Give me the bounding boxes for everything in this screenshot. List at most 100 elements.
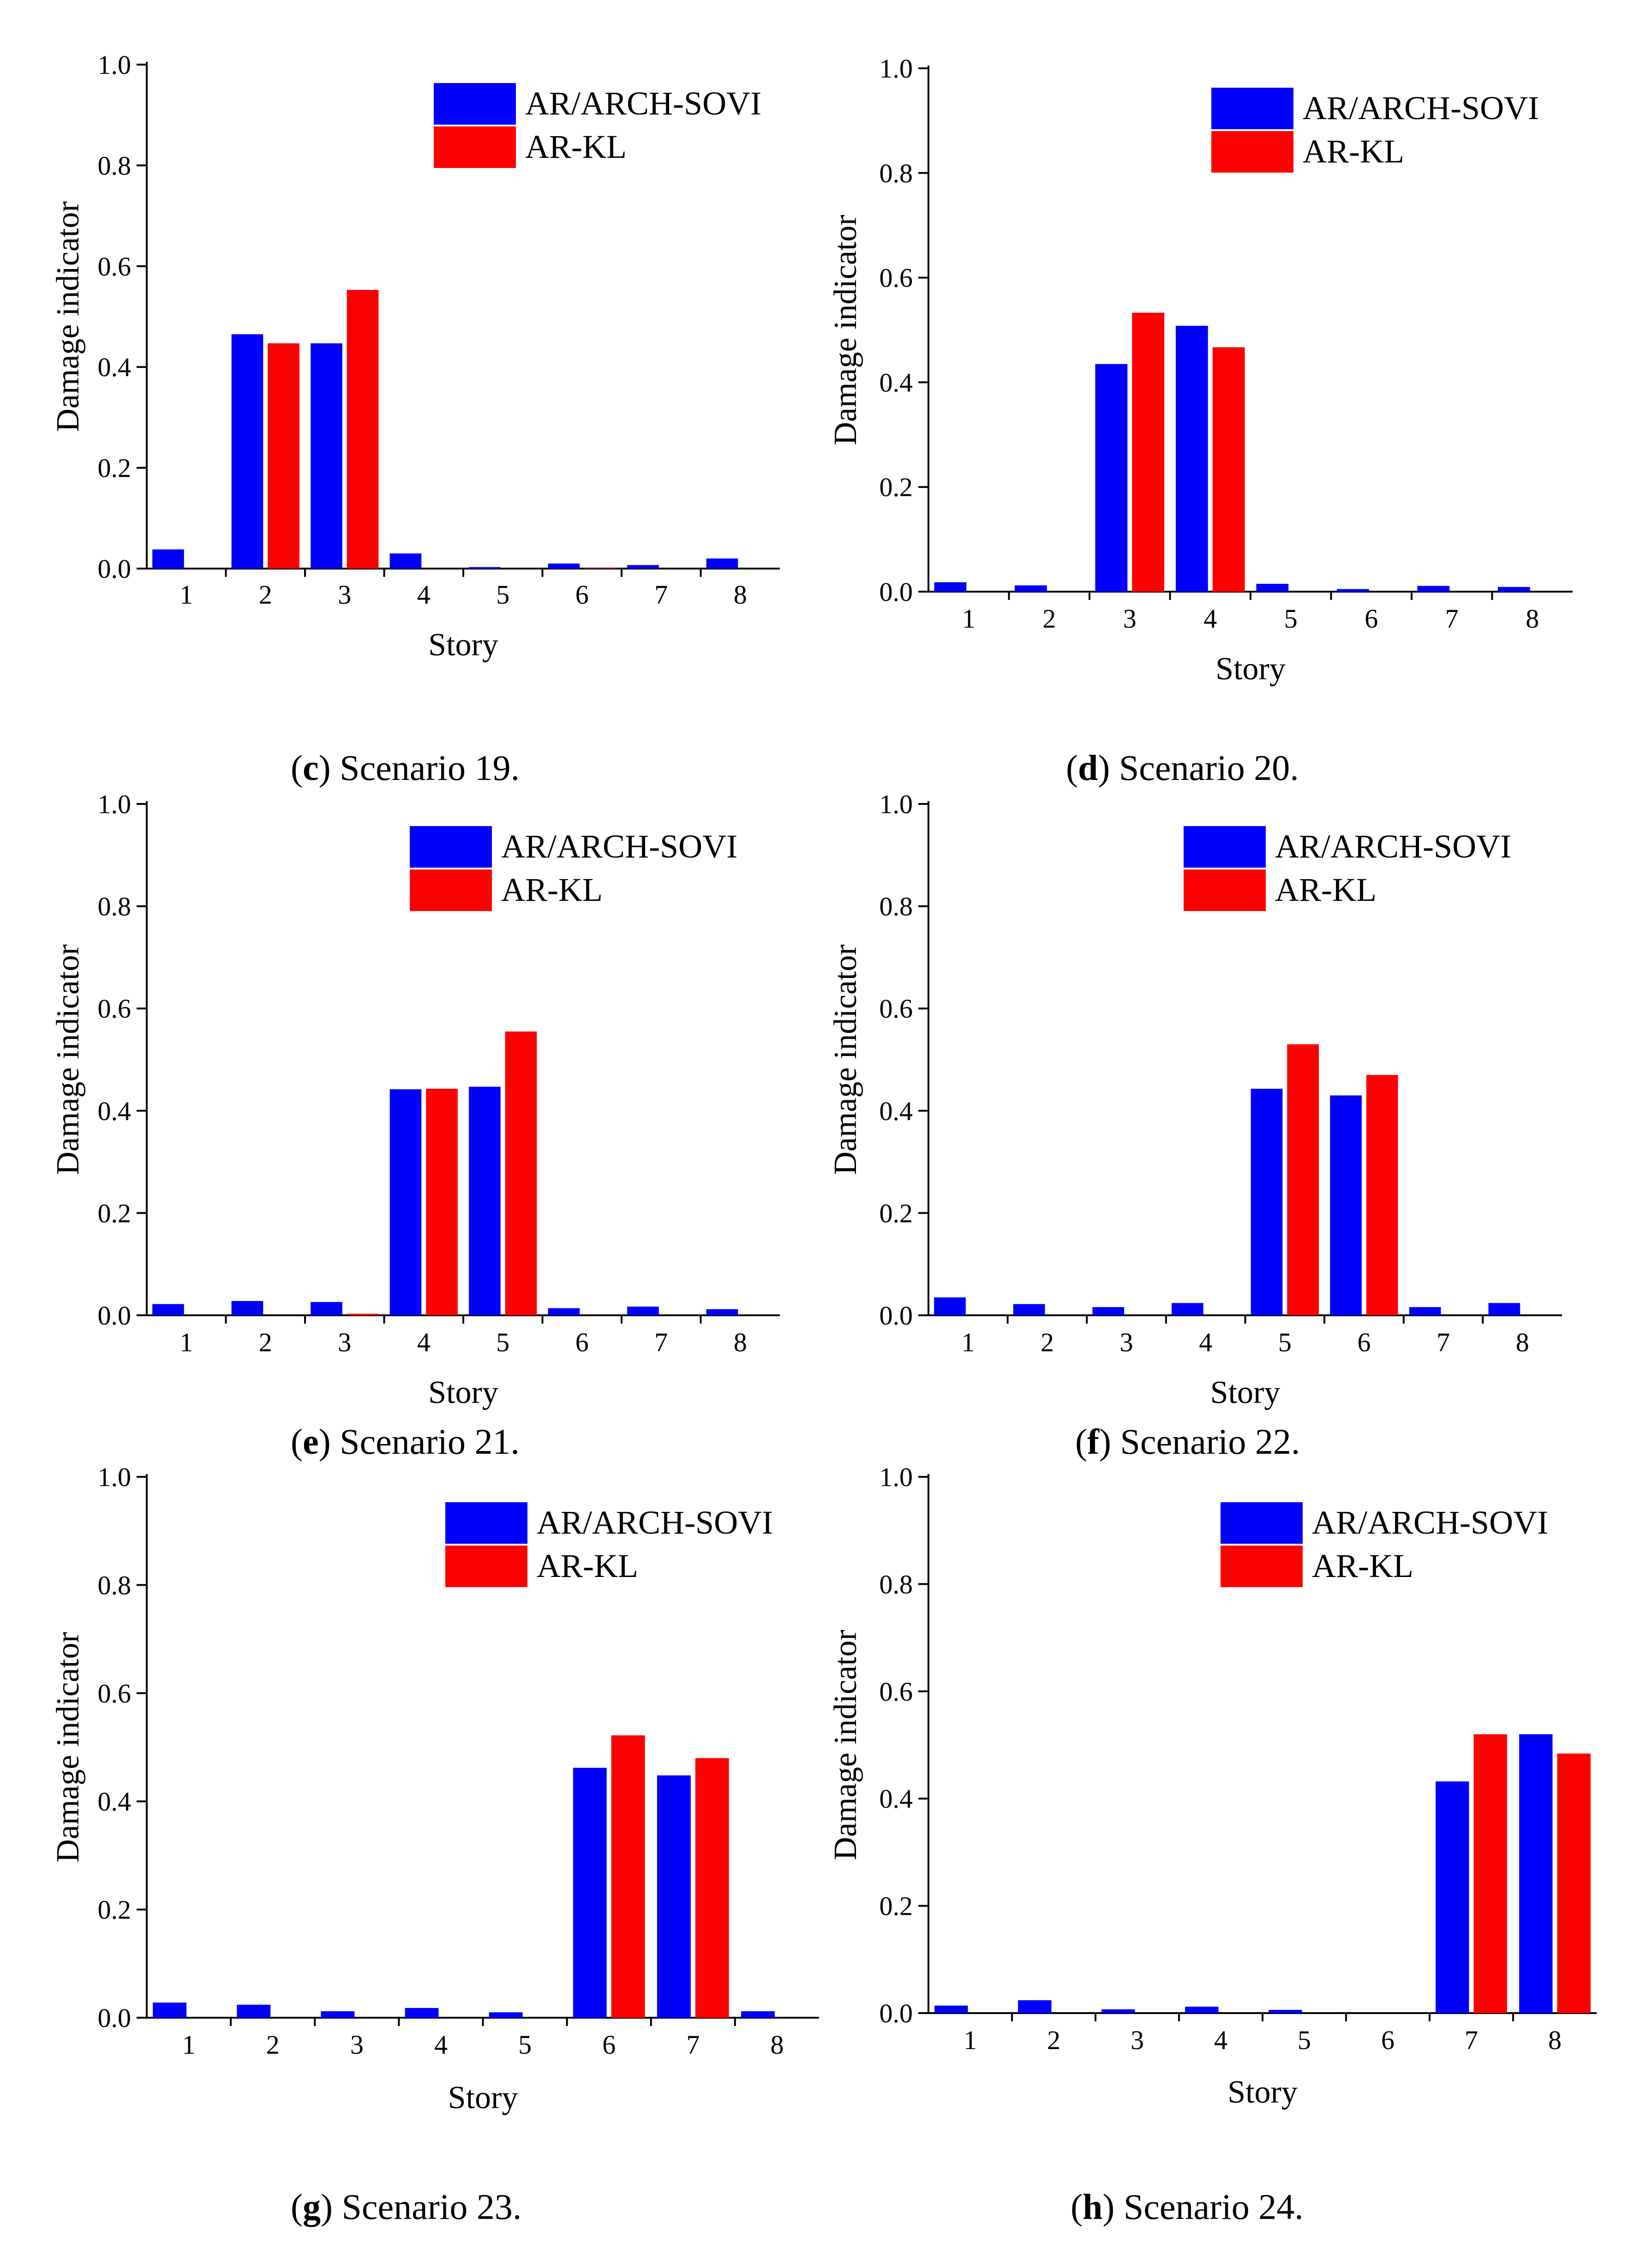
legend-swatch-ar-kl — [1184, 869, 1266, 911]
x-tick-label: 8 — [1548, 2025, 1562, 2055]
x-tick-label: 6 — [1365, 604, 1378, 634]
x-tick-label: 3 — [1120, 1327, 1133, 1357]
y-tick-label: 0.0 — [880, 1998, 913, 2028]
x-axis-title: Story — [1215, 651, 1286, 687]
bar-ar-arch-sovi-story-7 — [657, 1775, 691, 2018]
y-tick-label: 0.8 — [98, 892, 132, 922]
x-tick-label: 2 — [259, 580, 272, 610]
x-tick-label: 5 — [496, 580, 509, 610]
x-tick-label: 2 — [266, 2030, 280, 2060]
y-tick-label: 0.8 — [880, 158, 913, 188]
y-tick-label: 0.0 — [98, 1301, 132, 1331]
x-tick-label: 7 — [1445, 604, 1459, 634]
bar-ar-kl-story-6 — [584, 568, 616, 569]
bar-ar-arch-sovi-story-2 — [237, 2004, 271, 2018]
x-tick-label: 5 — [1298, 2025, 1311, 2055]
y-tick-label: 0.4 — [98, 352, 132, 382]
x-tick-label: 3 — [338, 1327, 351, 1357]
legend-label: AR/ARCH-SOVI — [1312, 1504, 1548, 1541]
bar-ar-arch-sovi-story-4 — [1185, 2007, 1219, 2013]
y-tick-label: 0.8 — [98, 150, 132, 180]
caption-letter: f — [1087, 1421, 1100, 1462]
y-tick-label: 0.8 — [880, 1569, 913, 1599]
y-tick-label: 0.0 — [880, 1301, 913, 1331]
legend-swatch-ar-kl — [1221, 1546, 1303, 1587]
bar-ar-kl-story-5 — [505, 1031, 537, 1315]
legend-label: AR/ARCH-SOVI — [1303, 90, 1539, 126]
caption-letter: g — [303, 2187, 321, 2227]
bar-ar-arch-sovi-story-3 — [321, 2011, 355, 2018]
bar-ar-kl-story-8 — [1557, 1753, 1591, 2013]
legend-swatch-ar-arch-sovi — [1221, 1502, 1303, 1544]
x-tick-label: 6 — [575, 580, 589, 610]
caption-letter: e — [303, 1421, 319, 1462]
bar-ar-arch-sovi-story-1 — [152, 1304, 184, 1315]
x-tick-label: 6 — [575, 1327, 589, 1357]
bar-ar-kl-story-6 — [611, 1735, 645, 2018]
y-tick-label: 0.0 — [880, 577, 913, 607]
bar-ar-arch-sovi-story-6 — [1336, 589, 1369, 592]
y-tick-label: 0.4 — [98, 1786, 132, 1816]
caption-letter: c — [303, 748, 319, 788]
y-tick-label: 0.6 — [880, 1677, 913, 1707]
bar-ar-arch-sovi-story-4 — [1172, 1303, 1203, 1315]
y-tick-label: 0.2 — [98, 453, 132, 483]
x-tick-label: 7 — [654, 1327, 668, 1357]
bar-ar-arch-sovi-story-1 — [153, 2002, 187, 2018]
y-axis-title: Damage indicator — [50, 201, 86, 432]
caption-text: ) Scenario 23. — [321, 2187, 521, 2227]
x-tick-label: 8 — [734, 1327, 747, 1357]
panel-caption: (g) Scenario 23. — [291, 2187, 521, 2227]
legend-label: AR/ARCH-SOVI — [1275, 828, 1511, 865]
legend-label: AR/ARCH-SOVI — [501, 828, 737, 865]
x-tick-label: 6 — [1357, 1327, 1371, 1357]
y-tick-label: 1.0 — [98, 50, 132, 80]
bar-ar-arch-sovi-story-7 — [1436, 1781, 1469, 2013]
bar-ar-arch-sovi-story-1 — [152, 549, 184, 569]
x-axis-title: Story — [428, 1375, 498, 1410]
y-tick-label: 0.6 — [880, 994, 913, 1024]
bar-ar-arch-sovi-story-4 — [1175, 325, 1208, 592]
bar-ar-arch-sovi-story-5 — [1251, 1089, 1283, 1315]
legend-label: AR/ARCH-SOVI — [537, 1504, 773, 1541]
legend-label: AR-KL — [1275, 871, 1377, 908]
bar-ar-kl-story-3 — [347, 290, 379, 569]
bar-ar-arch-sovi-story-3 — [1101, 2009, 1135, 2013]
bar-ar-arch-sovi-story-5 — [489, 2012, 523, 2018]
x-axis-title: Story — [448, 2080, 518, 2116]
bar-ar-arch-sovi-story-2 — [1018, 2000, 1052, 2013]
y-tick-label: 0.8 — [98, 1570, 132, 1600]
bar-ar-kl-story-5 — [1287, 1044, 1319, 1315]
bar-ar-arch-sovi-story-6 — [548, 1308, 580, 1315]
y-tick-label: 0.4 — [880, 1096, 913, 1126]
caption-text: ) Scenario 22. — [1099, 1421, 1300, 1462]
x-tick-label: 2 — [1047, 2025, 1060, 2055]
legend: AR/ARCH-SOVI AR-KL — [410, 826, 737, 911]
bar-ar-arch-sovi-story-8 — [1519, 1734, 1553, 2013]
y-axis-title: Damage indicator — [50, 944, 86, 1175]
x-tick-label: 1 — [180, 580, 193, 610]
bar-ar-arch-sovi-story-8 — [1497, 587, 1530, 592]
x-tick-label: 7 — [1465, 2025, 1478, 2055]
y-tick-label: 1.0 — [98, 1462, 132, 1492]
chart-panel-d: 0.0 0.2 0.4 0.6 0.8 1.0 1 2 3 4 5 6 7 8 Story Damage in… — [828, 54, 1573, 788]
x-tick-label: 4 — [1199, 1327, 1212, 1357]
legend-swatch-ar-kl — [434, 126, 516, 168]
x-tick-label: 6 — [602, 2030, 616, 2060]
caption-text: ) Scenario 20. — [1098, 748, 1299, 788]
y-axis-title: Damage indicator — [828, 1630, 863, 1860]
caption-letter: d — [1078, 748, 1098, 788]
legend-swatch-ar-kl — [410, 869, 492, 911]
bar-ar-arch-sovi-story-2 — [231, 334, 263, 569]
legend-label: AR/ARCH-SOVI — [525, 85, 761, 122]
x-tick-label: 1 — [962, 604, 976, 634]
x-tick-label: 5 — [1284, 604, 1298, 634]
y-tick-label: 0.4 — [880, 1784, 913, 1814]
bar-ar-arch-sovi-story-3 — [311, 1302, 342, 1315]
bar-ar-arch-sovi-story-4 — [405, 2008, 439, 2018]
chart-panel-f: 0.0 0.2 0.4 0.6 0.8 1.0 1 2 3 4 5 6 7 8 Story Damage in… — [828, 789, 1562, 1462]
x-tick-label: 4 — [417, 580, 431, 610]
y-tick-label: 0.6 — [98, 994, 132, 1024]
bar-ar-arch-sovi-story-2 — [1013, 1304, 1045, 1315]
x-axis-title: Story — [1210, 1375, 1281, 1410]
